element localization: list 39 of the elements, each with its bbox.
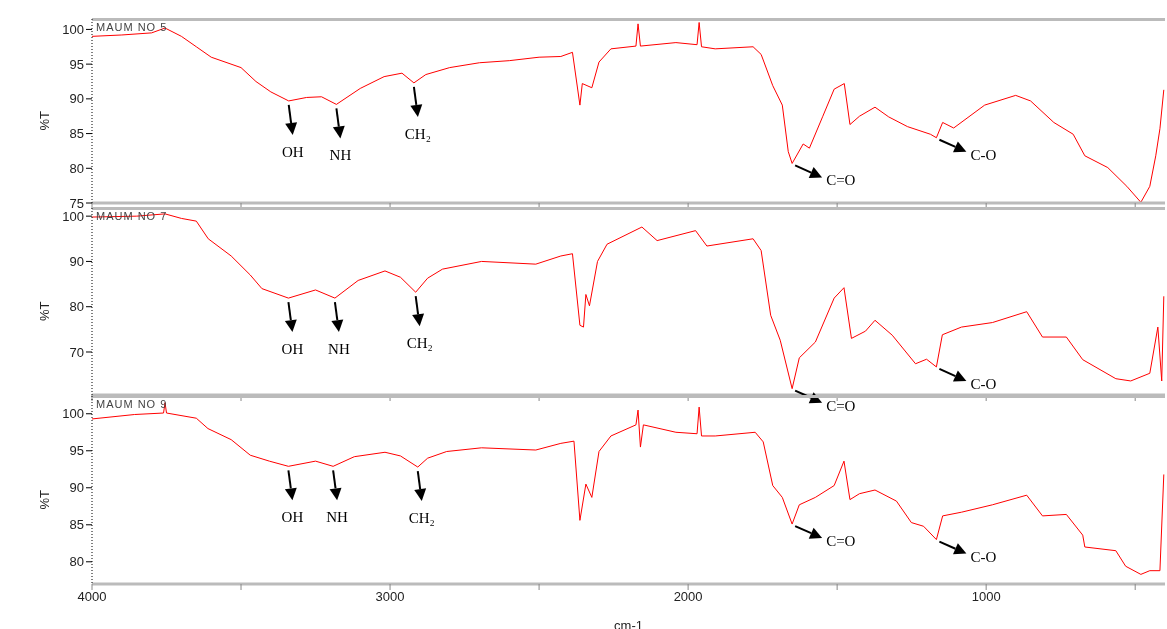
series-label: MAUM NO 9 — [96, 398, 168, 410]
y-tick-label: 80 — [69, 299, 84, 315]
y-tick-label: 85 — [69, 517, 84, 533]
annotation: OH — [281, 341, 304, 358]
x-tick-label: 2000 — [673, 589, 703, 605]
annotation: OH — [281, 143, 304, 160]
annotation: OH — [281, 509, 304, 526]
y-axis-title: %T — [36, 489, 52, 510]
y-tick-label: 90 — [69, 91, 84, 107]
y-tick-label: 95 — [69, 56, 84, 72]
y-tick-label: 95 — [69, 443, 84, 459]
annotation: NH — [328, 341, 350, 358]
y-tick-label: 90 — [69, 254, 84, 270]
y-tick-label: 70 — [69, 344, 84, 360]
annotation: C=O — [826, 533, 856, 550]
annotation: CH₂ — [406, 335, 433, 352]
annotation: CH₂ — [408, 510, 435, 527]
y-tick-label: 100 — [62, 22, 84, 38]
y-tick-label: 85 — [69, 126, 84, 142]
annotation: C=O — [826, 397, 856, 414]
y-axis-title: %T — [36, 110, 52, 131]
x-tick-label: 4000 — [77, 589, 107, 605]
annotation: C-O — [970, 548, 997, 565]
x-tick-label: 3000 — [375, 589, 405, 605]
annotation: C-O — [970, 375, 997, 392]
annotation: C-O — [970, 146, 997, 163]
y-tick-label: 80 — [69, 160, 84, 176]
series-label: MAUM NO 5 — [96, 21, 168, 33]
x-tick-label: 1000 — [971, 589, 1001, 605]
y-tick-label: 100 — [62, 208, 84, 224]
y-axis-title: %T — [36, 301, 52, 321]
annotation: CH₂ — [404, 125, 431, 142]
annotation: NH — [329, 147, 352, 164]
y-tick-label: 100 — [62, 406, 84, 422]
y-tick-label: 75 — [69, 195, 84, 211]
y-tick-label: 80 — [69, 554, 84, 570]
y-tick-label: 90 — [69, 480, 84, 496]
annotation: NH — [326, 509, 349, 526]
annotation: C=O — [826, 172, 856, 189]
